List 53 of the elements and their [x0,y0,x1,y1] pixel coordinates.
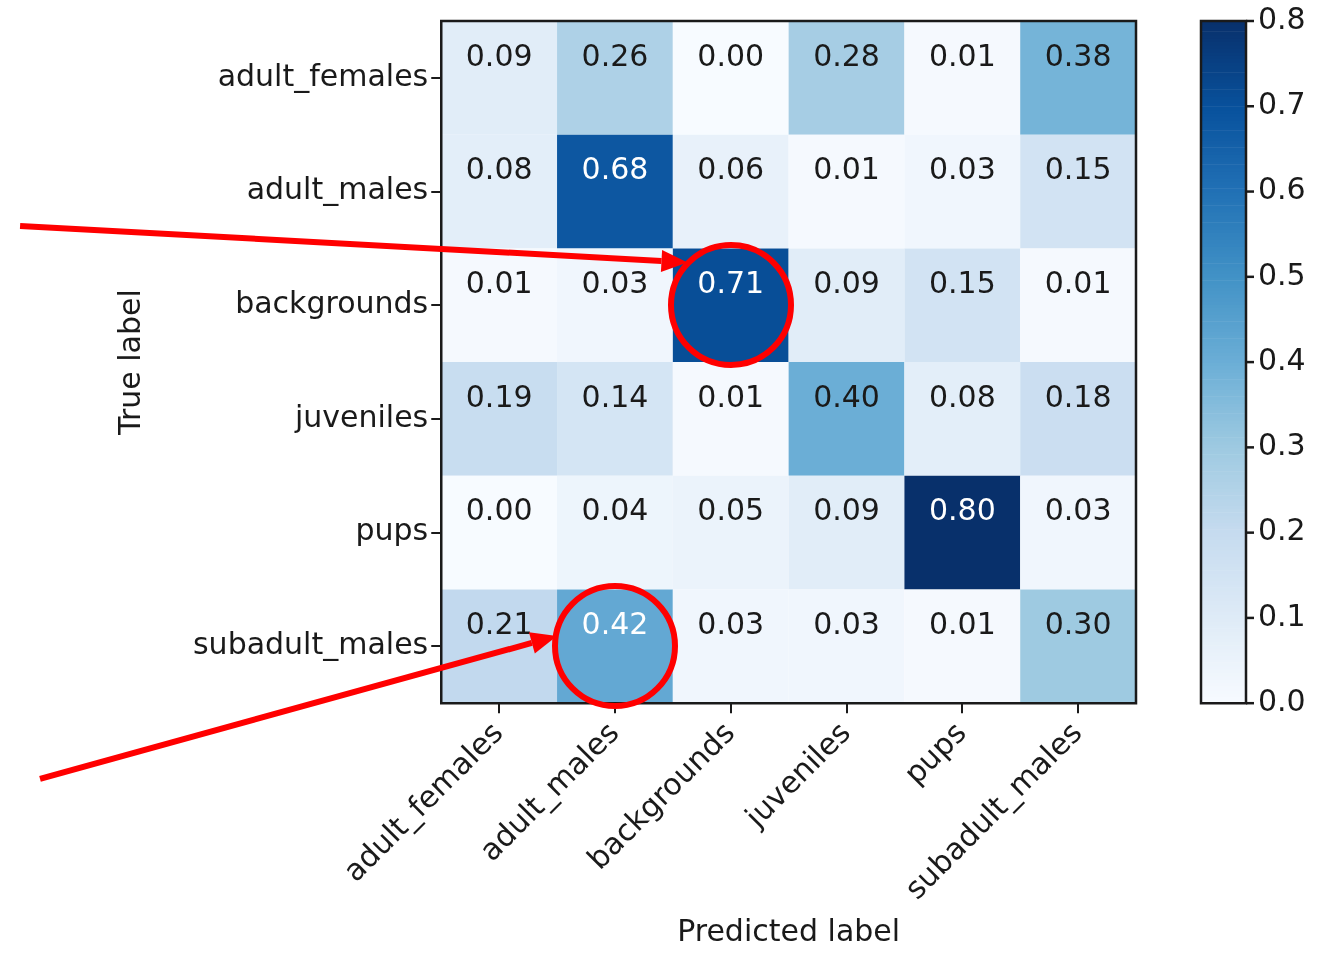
data-label: 0.01 [697,378,765,414]
data-label: 0.01 [465,265,533,301]
data-label: 0.08 [928,378,996,414]
y-tick-label: adult_males [246,171,429,207]
data-label: 0.05 [697,492,765,528]
data-label: 0.38 [1044,37,1112,73]
data-label: 0.28 [813,37,880,73]
y-tick-label: juveniles [293,398,429,434]
color-bar-label: 0.0 [1258,682,1306,718]
data-label: 0.03 [813,606,880,642]
data-label: 0.15 [928,265,996,301]
data-label: 0.03 [697,606,765,642]
data-label: 0.42 [581,606,649,642]
y-tick-label: backgrounds [235,285,429,321]
color-bar-label: 0.8 [1258,0,1306,36]
color-bar-label: 0.2 [1258,512,1306,548]
data-label: 0.00 [465,492,533,528]
data-label: 0.01 [1044,265,1112,301]
data-label: 0.01 [813,151,880,187]
data-label: 0.09 [813,265,880,301]
data-label: 0.19 [465,378,533,414]
color-bar-label: 0.7 [1258,86,1306,122]
y-tick-label: pups [355,512,429,548]
color-bar-label: 0.1 [1258,597,1306,633]
data-label: 0.08 [465,151,533,187]
color-bar-label: 0.3 [1258,427,1306,463]
data-label: 0.68 [581,151,649,187]
data-label: 0.80 [928,492,996,528]
color-bar-label: 0.5 [1258,256,1306,292]
data-label: 0.03 [928,151,996,187]
data-label: 0.09 [465,37,533,73]
data-label: 0.15 [1044,151,1112,187]
data-label: 0.14 [581,378,649,414]
y-tick-label: adult_females [217,57,429,93]
data-label: 0.04 [581,492,649,528]
data-label: 0.71 [697,265,765,301]
data-label: 0.01 [928,606,996,642]
y-axis-title: True label [111,289,147,436]
data-label: 0.18 [1044,378,1112,414]
data-label: 0.01 [928,37,996,73]
data-label: 0.40 [813,378,880,414]
data-label: 0.00 [697,37,765,73]
color-bar-label: 0.4 [1258,341,1306,377]
data-label: 0.03 [1044,492,1112,528]
data-label: 0.09 [813,492,880,528]
x-axis-title: Predicted label [677,912,901,948]
data-label: 0.26 [581,37,649,73]
data-label: 0.03 [581,265,649,301]
data-label: 0.06 [697,151,765,187]
data-label: 0.30 [1044,606,1112,642]
data-label: 0.21 [465,606,533,642]
color-bar-label: 0.6 [1258,171,1306,207]
y-tick-label: subadult_males [192,626,429,662]
